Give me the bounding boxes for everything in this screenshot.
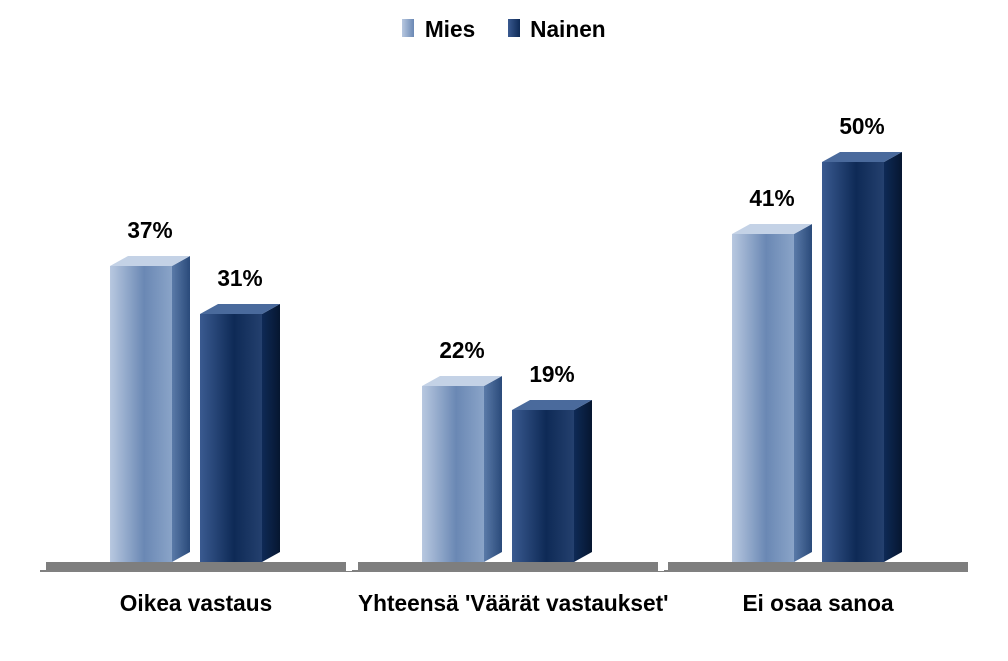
legend-swatch-mies — [402, 19, 414, 37]
bar-side — [262, 304, 280, 562]
bar-side — [484, 376, 502, 562]
bar-front — [512, 410, 574, 562]
legend-swatch-nainen — [508, 19, 520, 37]
bar-side — [794, 224, 812, 562]
legend-item-nainen: Nainen — [508, 16, 606, 43]
category-label: Ei osaa sanoa — [668, 590, 968, 617]
group-floor — [358, 562, 658, 570]
group-floor — [668, 562, 968, 570]
group-floor — [46, 562, 346, 570]
bar-chart: Mies Nainen 31% 37% — [0, 0, 1008, 661]
bar-side — [172, 256, 190, 562]
bar-nainen — [512, 410, 574, 570]
baseline-gap — [658, 567, 664, 571]
bar-front — [110, 266, 172, 562]
bar-side — [884, 152, 902, 562]
data-label: 37% — [100, 217, 200, 244]
bar-mies — [422, 386, 484, 570]
bar-nainen — [200, 314, 262, 570]
bar-mies — [110, 266, 172, 570]
legend-item-mies: Mies — [402, 16, 475, 43]
category-label: Yhteensä 'Väärät vastaukset' — [358, 590, 658, 617]
bar-side — [574, 400, 592, 562]
plot-area: 31% 37% Oikea vastaus 19% — [40, 100, 968, 572]
legend-label-nainen: Nainen — [530, 16, 606, 42]
bar-nainen — [822, 162, 884, 570]
data-label: 31% — [190, 265, 290, 292]
bar-front — [422, 386, 484, 562]
category-label: Oikea vastaus — [46, 590, 346, 617]
legend-label-mies: Mies — [425, 16, 475, 42]
data-label: 19% — [502, 361, 602, 388]
baseline-gap — [346, 567, 352, 571]
bar-mies — [732, 234, 794, 570]
legend: Mies Nainen — [0, 16, 1008, 43]
data-label: 41% — [722, 185, 822, 212]
bar-front — [200, 314, 262, 562]
bar-front — [822, 162, 884, 562]
data-label: 50% — [812, 113, 912, 140]
data-label: 22% — [412, 337, 512, 364]
bar-front — [732, 234, 794, 562]
